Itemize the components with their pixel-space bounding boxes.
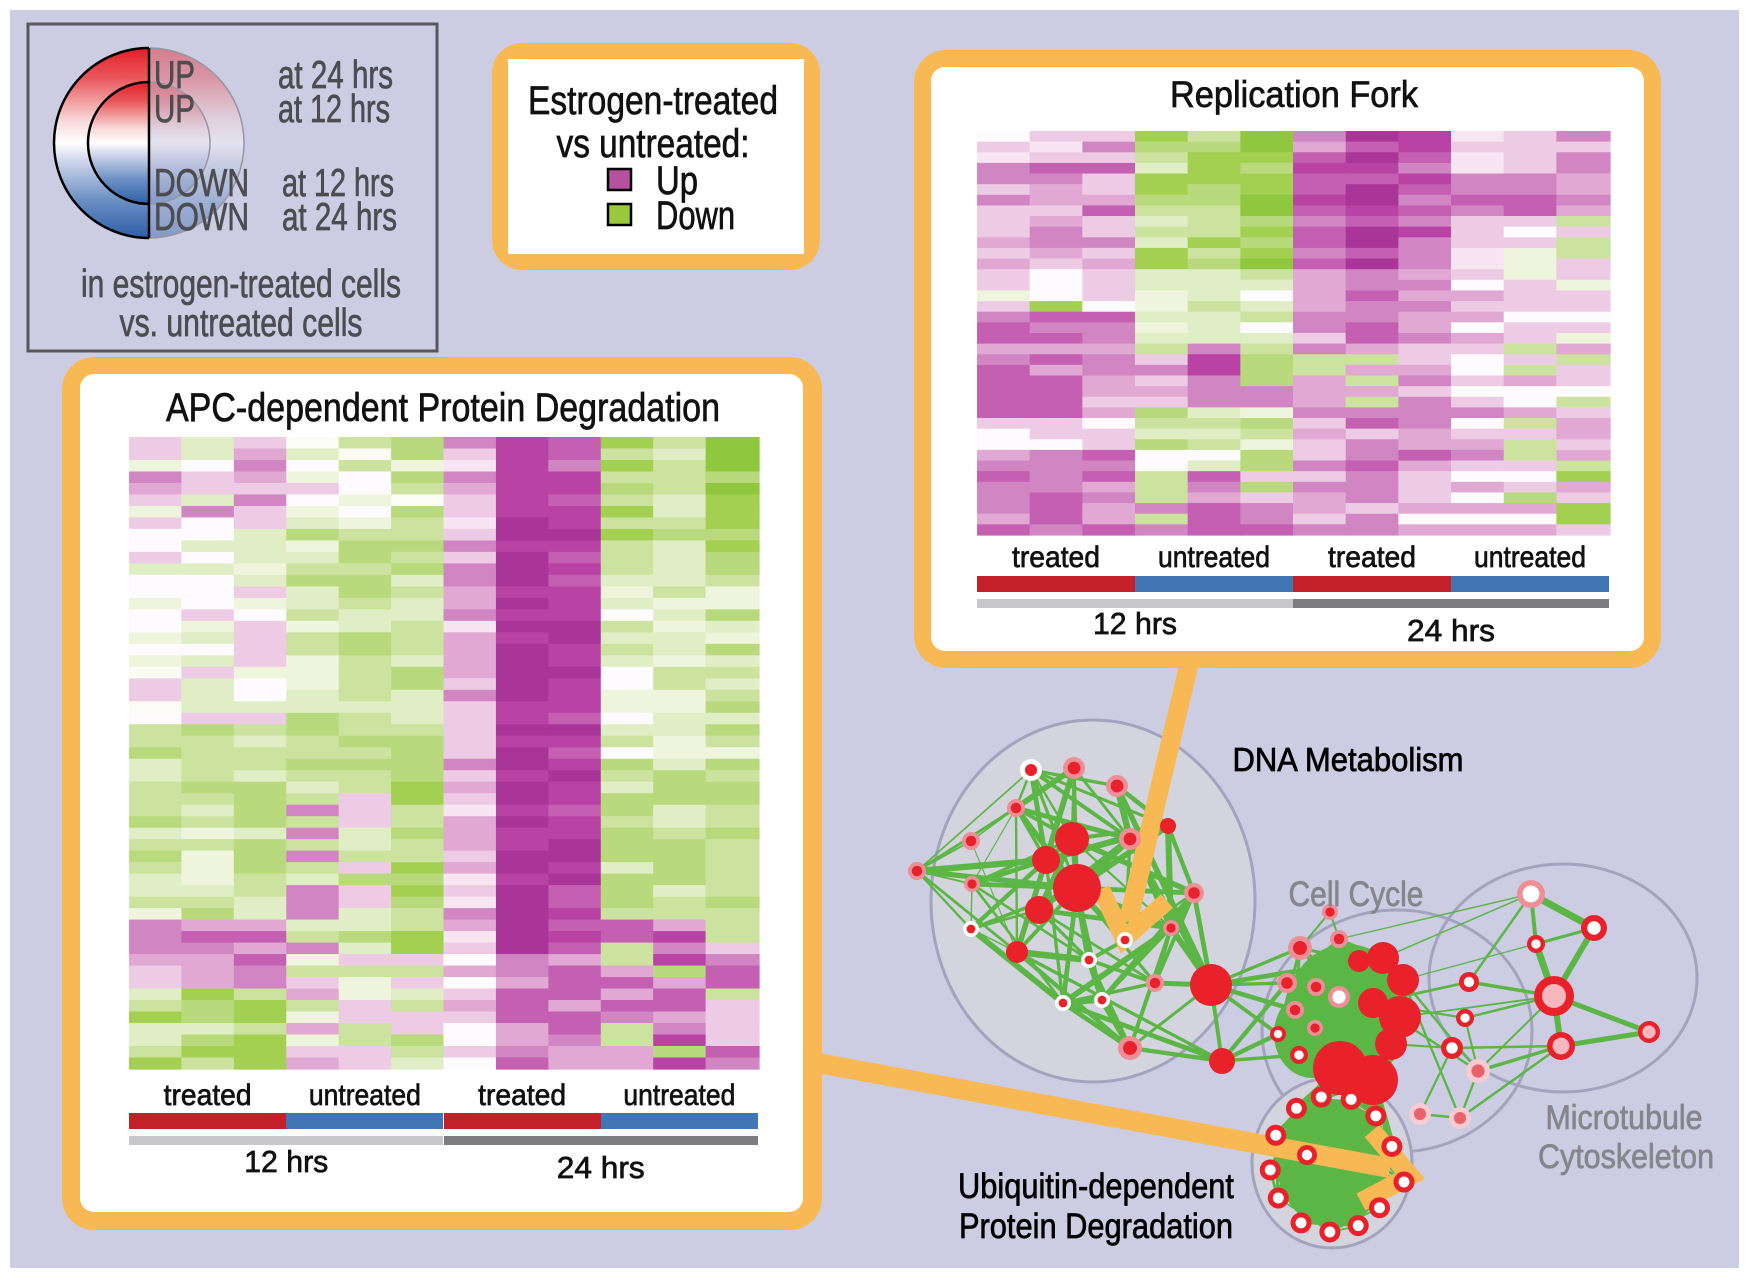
svg-text:vs untreated:: vs untreated: <box>557 122 750 166</box>
svg-text:treated: treated <box>164 1079 252 1112</box>
svg-text:12 hrs: 12 hrs <box>244 1144 328 1179</box>
svg-text:treated: treated <box>478 1079 566 1112</box>
svg-text:treated: treated <box>1012 541 1100 574</box>
svg-text:UP: UP <box>154 88 195 131</box>
svg-text:Microtubule: Microtubule <box>1546 1099 1703 1137</box>
svg-text:UP: UP <box>154 54 195 97</box>
svg-text:vs. untreated cells: vs. untreated cells <box>120 302 363 345</box>
svg-text:Ubiquitin-dependent: Ubiquitin-dependent <box>958 1167 1234 1206</box>
svg-text:Down: Down <box>656 194 735 238</box>
svg-text:Estrogen-treated: Estrogen-treated <box>528 79 778 123</box>
svg-text:DOWN: DOWN <box>154 162 249 205</box>
svg-text:at 24 hrs: at 24 hrs <box>278 54 393 97</box>
svg-text:DNA Metabolism: DNA Metabolism <box>1233 741 1464 778</box>
svg-text:Up: Up <box>656 159 698 203</box>
svg-text:APC-dependent Protein Degradat: APC-dependent Protein Degradation <box>166 386 720 430</box>
svg-text:at 12 hrs: at 12 hrs <box>282 162 394 205</box>
svg-text:Replication Fork: Replication Fork <box>1170 74 1418 115</box>
svg-text:untreated: untreated <box>1474 541 1586 574</box>
svg-text:24 hrs: 24 hrs <box>557 1150 645 1185</box>
svg-text:at 12 hrs: at 12 hrs <box>278 88 390 131</box>
svg-text:untreated: untreated <box>309 1079 421 1112</box>
svg-text:Cytoskeleton: Cytoskeleton <box>1538 1138 1714 1176</box>
svg-text:12 hrs: 12 hrs <box>1093 606 1177 641</box>
svg-text:24 hrs: 24 hrs <box>1407 613 1495 648</box>
svg-text:Cell Cycle: Cell Cycle <box>1289 875 1424 914</box>
svg-text:untreated: untreated <box>1158 541 1270 574</box>
svg-text:treated: treated <box>1328 541 1416 574</box>
svg-text:in estrogen-treated cells: in estrogen-treated cells <box>81 263 401 306</box>
svg-text:Protein Degradation: Protein Degradation <box>959 1207 1233 1246</box>
svg-text:DOWN: DOWN <box>154 196 249 239</box>
svg-text:untreated: untreated <box>623 1079 735 1112</box>
svg-text:at 24 hrs: at 24 hrs <box>282 196 397 239</box>
